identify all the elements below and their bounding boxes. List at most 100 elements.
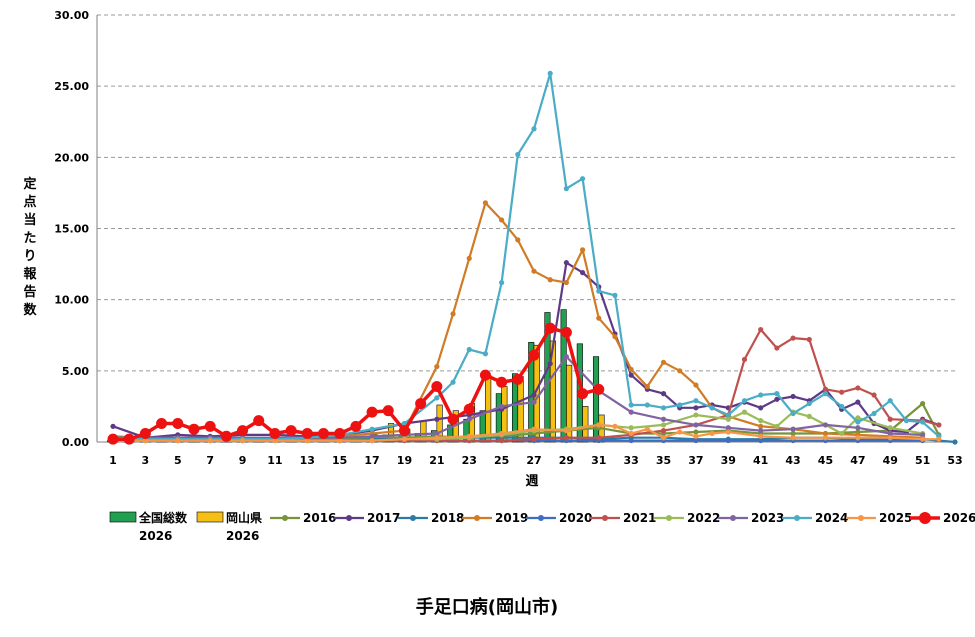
- point-2024: [887, 398, 893, 404]
- point-2019: [677, 368, 683, 374]
- bar-岡山県: [566, 364, 573, 443]
- point-2023: [434, 430, 440, 437]
- point-2026: [528, 349, 540, 361]
- legend-label: 2016: [303, 511, 336, 525]
- point-2024: [774, 391, 780, 397]
- point-2026: [463, 403, 475, 415]
- point-2023: [920, 432, 926, 438]
- point-2026: [512, 373, 524, 385]
- point-2024: [579, 176, 586, 182]
- point-2024: [369, 426, 375, 432]
- point-2023: [855, 425, 861, 431]
- point-2022: [628, 425, 634, 431]
- point-2025: [531, 426, 537, 432]
- point-2023: [628, 409, 634, 415]
- y-tick-label: 10.00: [54, 294, 89, 307]
- x-tick-label: 45: [818, 454, 833, 467]
- point-2021: [774, 345, 780, 351]
- point-2020: [725, 437, 731, 444]
- legend-label: 2024: [815, 511, 848, 525]
- legend-label: 2019: [495, 511, 528, 525]
- x-tick-labels: 1 3 5 7 9 11 13 15 17 19 21 23 25 27 29 31 33 35 37 39 41 43 4…: [109, 454, 962, 467]
- x-tick-label: 9: [239, 454, 247, 467]
- point-2020: [693, 437, 699, 444]
- point-2024: [401, 420, 408, 427]
- x-tick-label: 23: [462, 454, 477, 467]
- x-tick-label: 7: [206, 454, 214, 467]
- point-2023: [531, 399, 537, 405]
- y-axis-label: 定点当たり報告数: [22, 176, 37, 318]
- point-2023: [887, 430, 893, 437]
- point-2017: [790, 393, 796, 400]
- point-2021: [822, 386, 829, 392]
- point-2023: [790, 426, 796, 432]
- legend-swatch-marker: [538, 515, 544, 521]
- point-2025: [677, 429, 683, 435]
- point-2021: [758, 326, 764, 333]
- point-2024: [531, 126, 537, 132]
- y-tick-label: 0.00: [62, 436, 89, 449]
- point-2017: [434, 416, 440, 422]
- point-2024: [499, 279, 505, 286]
- point-2023: [822, 422, 829, 428]
- point-2017: [563, 260, 569, 266]
- point-2026: [334, 427, 346, 439]
- point-2019: [579, 247, 586, 253]
- point-2025: [790, 435, 796, 441]
- point-2016: [920, 400, 926, 407]
- point-2022: [839, 430, 845, 437]
- legend-label: 2022: [687, 511, 720, 525]
- legend-swatch-marker: [858, 515, 864, 521]
- point-2025: [434, 435, 440, 441]
- point-2024: [628, 402, 634, 408]
- x-tick-label: 43: [785, 454, 800, 467]
- point-2023: [758, 428, 764, 434]
- point-2022: [693, 412, 699, 418]
- point-2026: [123, 433, 135, 445]
- point-2025: [612, 423, 618, 429]
- point-2025: [920, 436, 926, 442]
- point-2024: [725, 412, 731, 418]
- x-tick-label: 3: [142, 454, 150, 467]
- legend-swatch-bar: [109, 511, 137, 523]
- legend-label: 全国総数: [138, 510, 188, 525]
- point-2021: [790, 335, 796, 341]
- point-2024: [482, 351, 489, 357]
- point-2025: [499, 430, 505, 437]
- x-tick-label: 47: [850, 454, 865, 467]
- point-2024: [677, 402, 683, 408]
- legend-swatch-marker: [410, 515, 416, 521]
- point-2024: [741, 398, 748, 404]
- x-tick-label: 31: [591, 454, 606, 467]
- point-2025: [660, 435, 667, 441]
- point-2021: [563, 435, 569, 441]
- point-2021: [741, 356, 748, 363]
- point-2025: [855, 435, 861, 441]
- point-2021: [596, 435, 602, 441]
- point-2025: [596, 422, 602, 428]
- point-2025: [644, 426, 650, 432]
- point-2024: [903, 418, 910, 424]
- point-2017: [547, 361, 553, 367]
- point-2026: [350, 420, 362, 432]
- point-2026: [172, 417, 184, 429]
- point-2019: [450, 311, 456, 317]
- point-2019: [758, 423, 764, 429]
- x-tick-label: 13: [300, 454, 315, 467]
- point-2026: [398, 425, 410, 437]
- point-2026: [107, 433, 119, 445]
- point-2026: [560, 326, 572, 338]
- point-2019: [547, 277, 553, 283]
- point-2024: [871, 410, 877, 417]
- series-line-2024: [112, 72, 940, 441]
- point-2026: [544, 322, 556, 334]
- point-2025: [693, 433, 699, 439]
- point-2019: [596, 315, 602, 321]
- point-2017: [758, 405, 764, 411]
- point-2024: [563, 186, 569, 192]
- point-2023: [369, 433, 375, 439]
- point-2019: [612, 334, 618, 340]
- chart-title: 手足口病(岡山市): [416, 596, 558, 618]
- point-2025: [822, 435, 829, 441]
- point-2021: [499, 437, 505, 444]
